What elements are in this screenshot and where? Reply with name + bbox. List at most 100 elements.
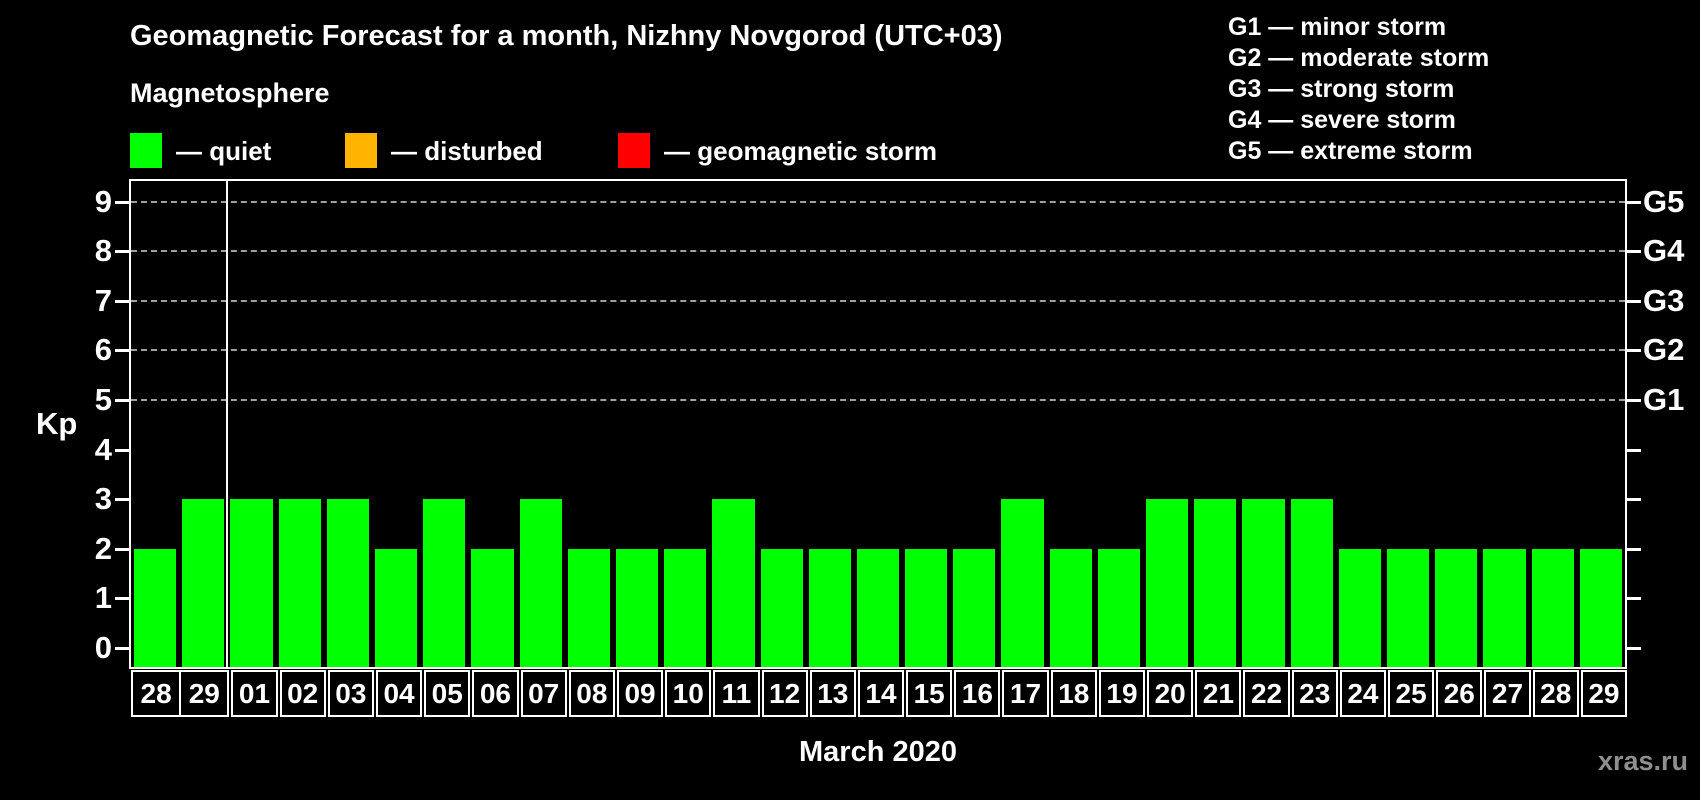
y-tick-right-6 [1627, 349, 1641, 353]
quiet-color-swatch [130, 133, 162, 168]
day-label-15: 15 [906, 670, 953, 717]
y-tick-right-1 [1627, 597, 1641, 601]
gridline-kp7 [131, 299, 1625, 302]
day-label-13: 13 [809, 670, 856, 717]
kp-bar-day-25 [1387, 548, 1430, 667]
kp-bar-day-16 [953, 548, 996, 667]
legend-item-quiet: — quiet [130, 133, 450, 169]
y-tick-right-9 [1627, 200, 1641, 204]
g-level-label-g5: G5 [1643, 183, 1685, 219]
kp-bar-day-06 [471, 548, 514, 667]
kp-bar-day-23 [1290, 499, 1333, 667]
x-axis-title: March 2020 [799, 736, 957, 768]
y-tick-right-0 [1627, 647, 1641, 650]
y-tick-left-8 [115, 250, 129, 254]
kp-bar-day-22 [1242, 499, 1285, 667]
kp-bar-day-01 [230, 499, 273, 667]
kp-bar-day-12 [760, 548, 803, 667]
day-label-01: 01 [231, 670, 278, 717]
y-tick-left-5 [115, 399, 129, 402]
day-label-27: 27 [1484, 670, 1531, 717]
day-label-prev-29: 29 [179, 670, 230, 717]
day-label-05: 05 [424, 670, 471, 717]
gridline-kp8 [131, 250, 1625, 253]
y-tick-label-7: 7 [94, 282, 112, 318]
storm-scale-legend: G1 — minor storm G2 — moderate storm G3 — … [1228, 12, 1489, 167]
page-title: Geomagnetic Forecast for a month, Nizhny… [130, 20, 1003, 52]
y-tick-label-3: 3 [94, 481, 112, 517]
kp-bar-day-26 [1435, 548, 1478, 667]
y-tick-label-9: 9 [94, 183, 112, 219]
y-tick-label-5: 5 [94, 382, 112, 417]
y-tick-right-8 [1627, 250, 1641, 254]
y-tick-label-8: 8 [94, 233, 112, 269]
y-tick-left-3 [115, 498, 129, 502]
y-tick-right-4 [1627, 448, 1641, 452]
chart-subtitle: Magnetosphere [130, 78, 330, 108]
storm-scale-line-g4: G4 — severe storm [1228, 106, 1456, 134]
g-level-label-g4: G4 [1643, 233, 1685, 269]
day-label-20: 20 [1147, 670, 1194, 717]
day-label-11: 11 [713, 670, 760, 717]
storm-scale-line-g3: G3 — strong storm [1228, 75, 1455, 103]
y-tick-right-7 [1627, 299, 1641, 303]
day-label-09: 09 [616, 670, 664, 717]
kp-bar-day-07 [519, 499, 562, 667]
day-label-16: 16 [954, 670, 1001, 717]
kp-bar-day-03 [326, 499, 369, 667]
day-label-18: 18 [1050, 670, 1097, 717]
day-label-19: 19 [1098, 670, 1146, 717]
day-label-04: 04 [375, 670, 423, 717]
day-label-26: 26 [1436, 670, 1483, 717]
gridline-kp5 [131, 399, 1625, 401]
day-label-24: 24 [1339, 670, 1387, 717]
kp-bar-day-02 [278, 499, 321, 667]
kp-bar-day-14 [856, 548, 900, 667]
y-tick-right-2 [1627, 547, 1641, 551]
g-level-label-g3: G3 [1643, 282, 1685, 318]
legend-label-disturbed: — disturbed [391, 136, 543, 166]
day-label-08: 08 [568, 670, 615, 717]
kp-bar-day-29 [1579, 548, 1622, 667]
y-tick-left-4 [115, 448, 129, 452]
kp-bar-day-28 [1531, 548, 1574, 667]
legend-item-geomagnetic-storm: — geomagnetic storm [618, 133, 938, 169]
kp-bar-day-18 [1049, 548, 1092, 667]
day-label-12: 12 [761, 670, 808, 717]
day-label-17: 17 [1002, 670, 1049, 717]
kp-axis-title: Kp [36, 406, 78, 441]
day-label-07: 07 [520, 670, 567, 717]
y-tick-label-6: 6 [94, 332, 112, 368]
day-label-22: 22 [1243, 670, 1290, 717]
day-label-29: 29 [1580, 670, 1627, 717]
kp-bar-day-17 [1001, 499, 1044, 667]
legend-label-quiet: — quiet [176, 136, 272, 166]
y-tick-left-7 [115, 299, 129, 303]
y-tick-label-4: 4 [94, 431, 112, 467]
day-label-03: 03 [327, 670, 374, 717]
g-level-label-g1: G1 [1643, 382, 1685, 417]
kp-bar-day-05 [423, 499, 466, 667]
y-tick-left-2 [115, 547, 129, 551]
kp-bar-day-20 [1146, 499, 1189, 667]
plot-area [129, 179, 1627, 669]
kp-bar-day-29 [182, 499, 225, 667]
day-label-28: 28 [1532, 670, 1579, 717]
day-label-14: 14 [857, 670, 905, 717]
kp-bar-day-24 [1338, 548, 1382, 667]
y-tick-right-3 [1627, 498, 1641, 502]
kp-bar-day-08 [567, 548, 610, 667]
g-level-label-g2: G2 [1643, 332, 1685, 368]
day-label-prev-28: 28 [131, 670, 182, 717]
kp-bar-day-19 [1097, 548, 1141, 667]
day-label-21: 21 [1195, 670, 1242, 717]
storm-scale-line-g2: G2 — moderate storm [1228, 44, 1490, 72]
kp-bar-day-04 [374, 548, 418, 667]
legend-label-geomagnetic-storm: — geomagnetic storm [664, 136, 938, 166]
month-separator-line [226, 181, 229, 667]
kp-bar-day-11 [712, 499, 755, 667]
day-label-10: 10 [665, 670, 712, 717]
legend-item-disturbed: — disturbed [345, 133, 665, 169]
gridline-kp6 [131, 349, 1625, 352]
day-label-23: 23 [1291, 670, 1338, 717]
